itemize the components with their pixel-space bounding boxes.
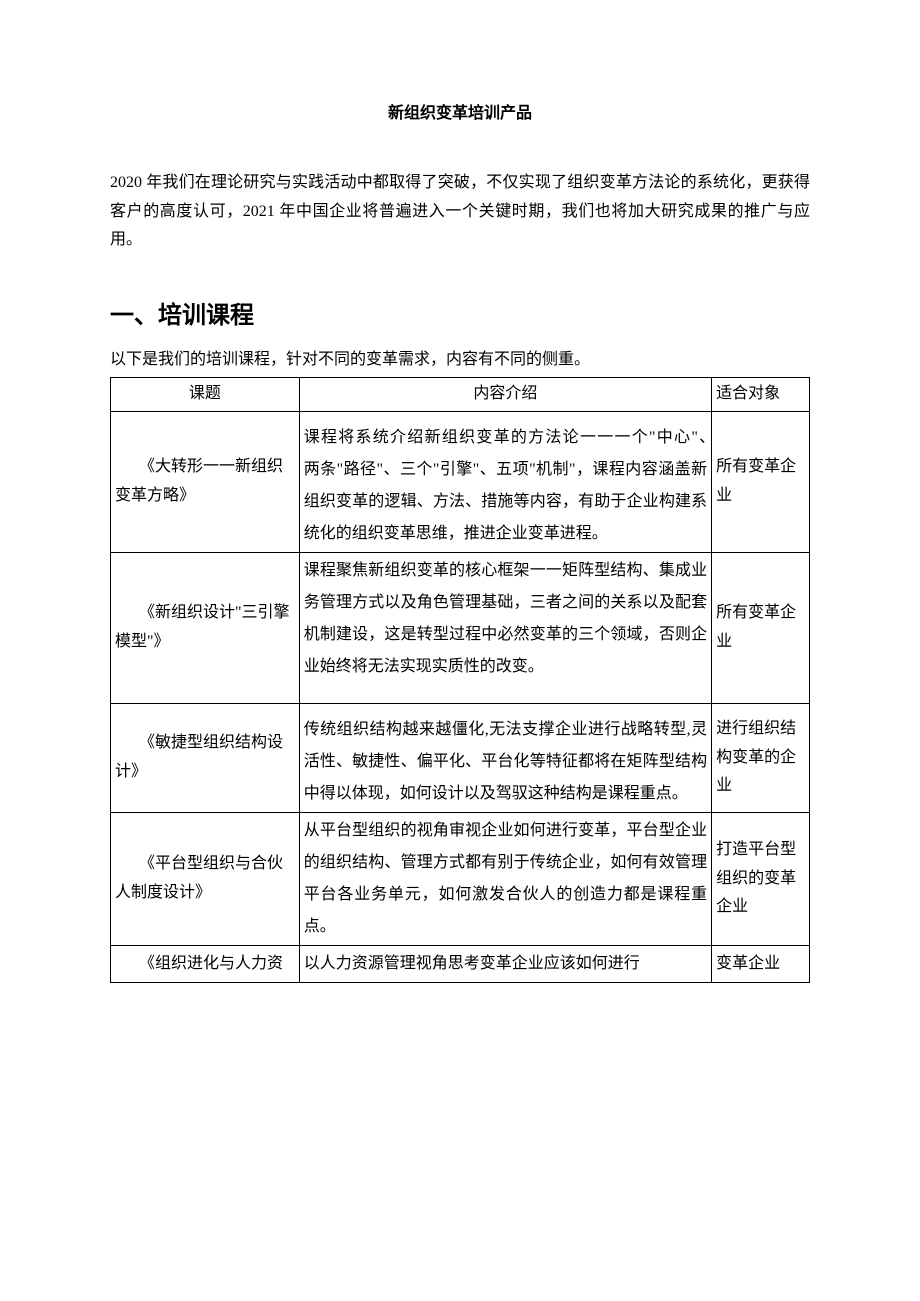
cell-topic: 《敏捷型组织结构设计》 bbox=[111, 703, 300, 812]
section-1-intro: 以下是我们的培训课程，针对不同的变革需求，内容有不同的侧重。 bbox=[110, 346, 810, 375]
cell-topic: 《大转形一一新组织变革方略》 bbox=[111, 411, 300, 552]
cell-content: 课程将系统介绍新组织变革的方法论一一一个"中心"、 两条"路径"、三个"引擎"、… bbox=[299, 411, 711, 552]
document-title: 新组织变革培训产品 bbox=[110, 100, 810, 129]
intro-paragraph: 2020 年我们在理论研究与实践活动中都取得了突破，不仅实现了组织变革方法论的系… bbox=[110, 169, 810, 255]
cell-target: 所有变革企业 bbox=[712, 411, 810, 552]
cell-target: 进行组织结构变革的企业 bbox=[712, 703, 810, 812]
cell-content: 传统组织结构越来越僵化,无法支撑企业进行战略转型,灵活性、敏捷性、偏平化、平台化… bbox=[299, 703, 711, 812]
cell-target: 变革企业 bbox=[712, 945, 810, 982]
cell-content: 以人力资源管理视角思考变革企业应该如何进行 bbox=[299, 945, 711, 982]
cell-topic: 《新组织设计"三引擎模型"》 bbox=[111, 552, 300, 703]
cell-content: 课程聚焦新组织变革的核心框架一一矩阵型结构、集成业务管理方式以及角色管理基础，三… bbox=[299, 552, 711, 703]
training-courses-table: 课题 内容介绍 适合对象 《大转形一一新组织变革方略》 课程将系统介绍新组织变革… bbox=[110, 377, 810, 983]
cell-topic: 《平台型组织与合伙人制度设计》 bbox=[111, 812, 300, 945]
cell-topic: 《组织进化与人力资 bbox=[111, 945, 300, 982]
table-header-row: 课题 内容介绍 适合对象 bbox=[111, 378, 810, 412]
cell-target: 所有变革企业 bbox=[712, 552, 810, 703]
table-row: 《组织进化与人力资 以人力资源管理视角思考变革企业应该如何进行 变革企业 bbox=[111, 945, 810, 982]
col-header-content: 内容介绍 bbox=[299, 378, 711, 412]
table-row: 《大转形一一新组织变革方略》 课程将系统介绍新组织变革的方法论一一一个"中心"、… bbox=[111, 411, 810, 552]
cell-content: 从平台型组织的视角审视企业如何进行变革，平台型企业的组织结构、管理方式都有别于传… bbox=[299, 812, 711, 945]
table-row: 《平台型组织与合伙人制度设计》 从平台型组织的视角审视企业如何进行变革，平台型企… bbox=[111, 812, 810, 945]
table-row: 《新组织设计"三引擎模型"》 课程聚焦新组织变革的核心框架一一矩阵型结构、集成业… bbox=[111, 552, 810, 703]
cell-target: 打造平台型组织的变革企业 bbox=[712, 812, 810, 945]
section-1-heading: 一、培训课程 bbox=[110, 295, 810, 338]
table-row: 《敏捷型组织结构设计》 传统组织结构越来越僵化,无法支撑企业进行战略转型,灵活性… bbox=[111, 703, 810, 812]
col-header-topic: 课题 bbox=[111, 378, 300, 412]
col-header-target: 适合对象 bbox=[712, 378, 810, 412]
